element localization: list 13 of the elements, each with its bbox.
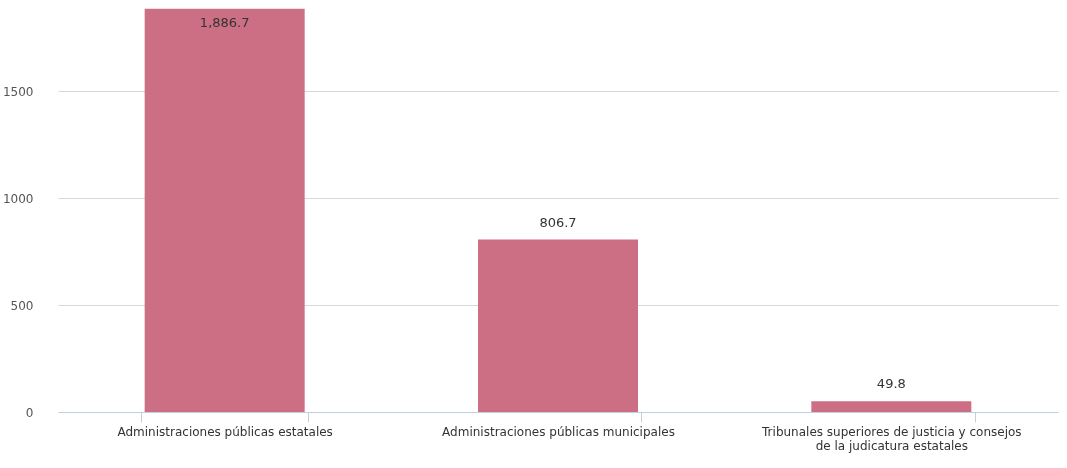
data-label: 1,886.7 (199, 14, 250, 30)
x-tick-label: Administraciones públicas municipales (442, 424, 675, 439)
data-label: 49.8 (876, 376, 906, 392)
data-label: 806.7 (539, 214, 577, 230)
y-tick-label: 1500 (2, 84, 34, 99)
bar (478, 239, 638, 412)
y-tick-label: 1000 (2, 191, 34, 206)
bar (144, 8, 305, 412)
y-tick-label: 500 (10, 298, 34, 313)
bar (811, 401, 972, 412)
x-tick-label: Administraciones públicas estatales (117, 424, 333, 439)
y-tick-label: 0 (25, 405, 34, 420)
x-tick-label: Tribunales superiores de justicia y consejos de la judicatura estatales (761, 424, 1022, 453)
